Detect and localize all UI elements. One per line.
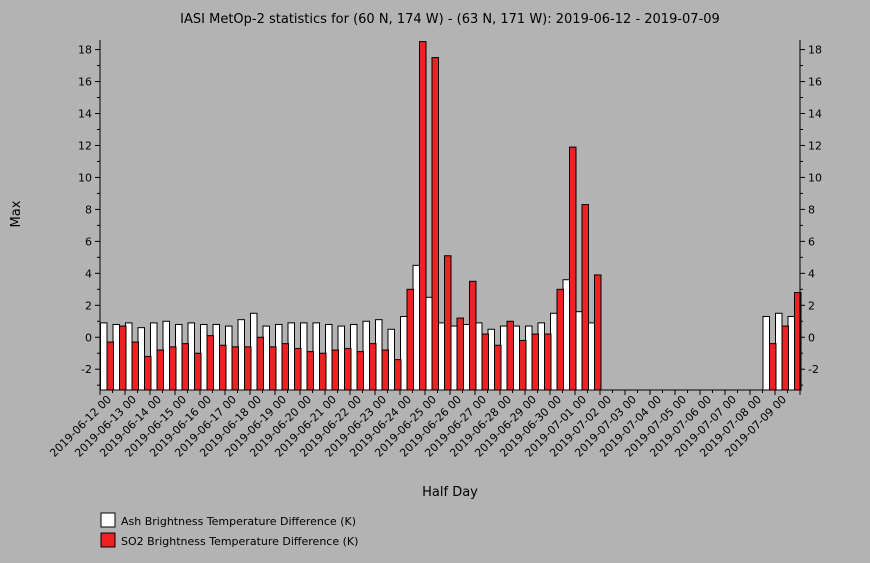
bar-so2-54 [781,325,789,391]
bar-so2-15 [294,347,302,391]
y-tick-label-right: 10 [808,171,822,184]
bar-so2-18 [331,349,339,391]
y-tick-label-left: 4 [85,267,92,280]
y-tick-label-left: 8 [85,203,92,216]
bar-so2-30 [481,333,489,391]
y-tick-label-left: 0 [85,331,92,344]
y-tick-label-left: 2 [85,299,92,312]
bar-so2-36 [556,288,564,391]
y-tick-label-right: 6 [808,235,815,248]
y-tick-label-right: -2 [808,363,819,376]
bar-so2-9 [219,344,227,391]
bar-so2-3 [144,355,152,391]
bar-so2-14 [281,343,289,391]
bar-ash-0 [100,322,108,391]
bar-so2-21 [369,343,377,391]
y-tick-label-right: 8 [808,203,815,216]
bar-so2-4 [156,349,164,391]
y-tick-label-left: 16 [78,76,92,89]
bar-so2-17 [319,352,327,391]
bar-so2-28 [456,317,464,391]
bar-so2-20 [356,351,364,391]
legend: Ash Brightness Temperature Difference (K… [100,512,358,548]
bar-so2-35 [544,333,552,391]
y-tick-label-right: 16 [808,76,822,89]
y-tick-label-left: 10 [78,171,92,184]
bar-so2-29 [469,280,477,391]
bar-so2-39 [594,274,602,391]
y-tick-label-right: 4 [808,267,815,280]
y-tick-label-right: 18 [808,44,822,57]
bar-so2-32 [506,320,514,391]
bar-so2-22 [381,349,389,391]
bar-so2-11 [244,346,252,391]
bar-so2-26 [431,57,439,391]
bar-so2-34 [531,333,539,391]
bars-layer [100,41,802,391]
bar-so2-23 [394,359,402,391]
bar-so2-38 [581,204,589,391]
y-tick-label-left: -2 [81,363,92,376]
y-tick-label-right: 12 [808,139,822,152]
bar-so2-10 [231,346,239,391]
legend-label-so2: SO2 Brightness Temperature Difference (K… [121,535,358,548]
chart-title: IASI MetOp-2 statistics for (60 N, 174 W… [180,12,720,27]
bar-so2-8 [206,335,214,391]
y-tick-label-left: 6 [85,235,92,248]
bar-so2-12 [256,336,264,391]
legend-label-ash: Ash Brightness Temperature Difference (K… [121,515,356,528]
bar-so2-31 [494,344,502,391]
y-tick-label-right: 14 [808,108,822,121]
bar-so2-0 [106,341,114,391]
bar-so2-16 [306,351,314,391]
y-tick-label-left: 14 [78,108,92,121]
bar-so2-53 [769,343,777,391]
bar-so2-1 [119,325,127,391]
bar-so2-33 [519,339,527,391]
y-tick-label-left: 18 [78,44,92,57]
x-axis-label: Half Day [422,485,478,500]
legend-swatch-so2 [100,532,116,548]
y-tick-label-right: 0 [808,331,815,344]
bar-so2-27 [444,255,452,391]
bar-so2-19 [344,347,352,391]
bar-so2-25 [419,41,427,391]
bar-ash-53 [762,315,770,391]
bar-so2-5 [169,346,177,391]
bar-so2-2 [131,341,139,391]
bar-so2-6 [181,343,189,391]
y-axis-label: Max [9,200,24,227]
y-tick-label-right: 2 [808,299,815,312]
bar-so2-24 [406,288,414,391]
bar-so2-37 [569,146,577,391]
bar-so2-7 [194,352,202,391]
legend-swatch-ash [100,512,116,528]
bar-so2-13 [269,346,277,391]
y-tick-label-left: 12 [78,139,92,152]
